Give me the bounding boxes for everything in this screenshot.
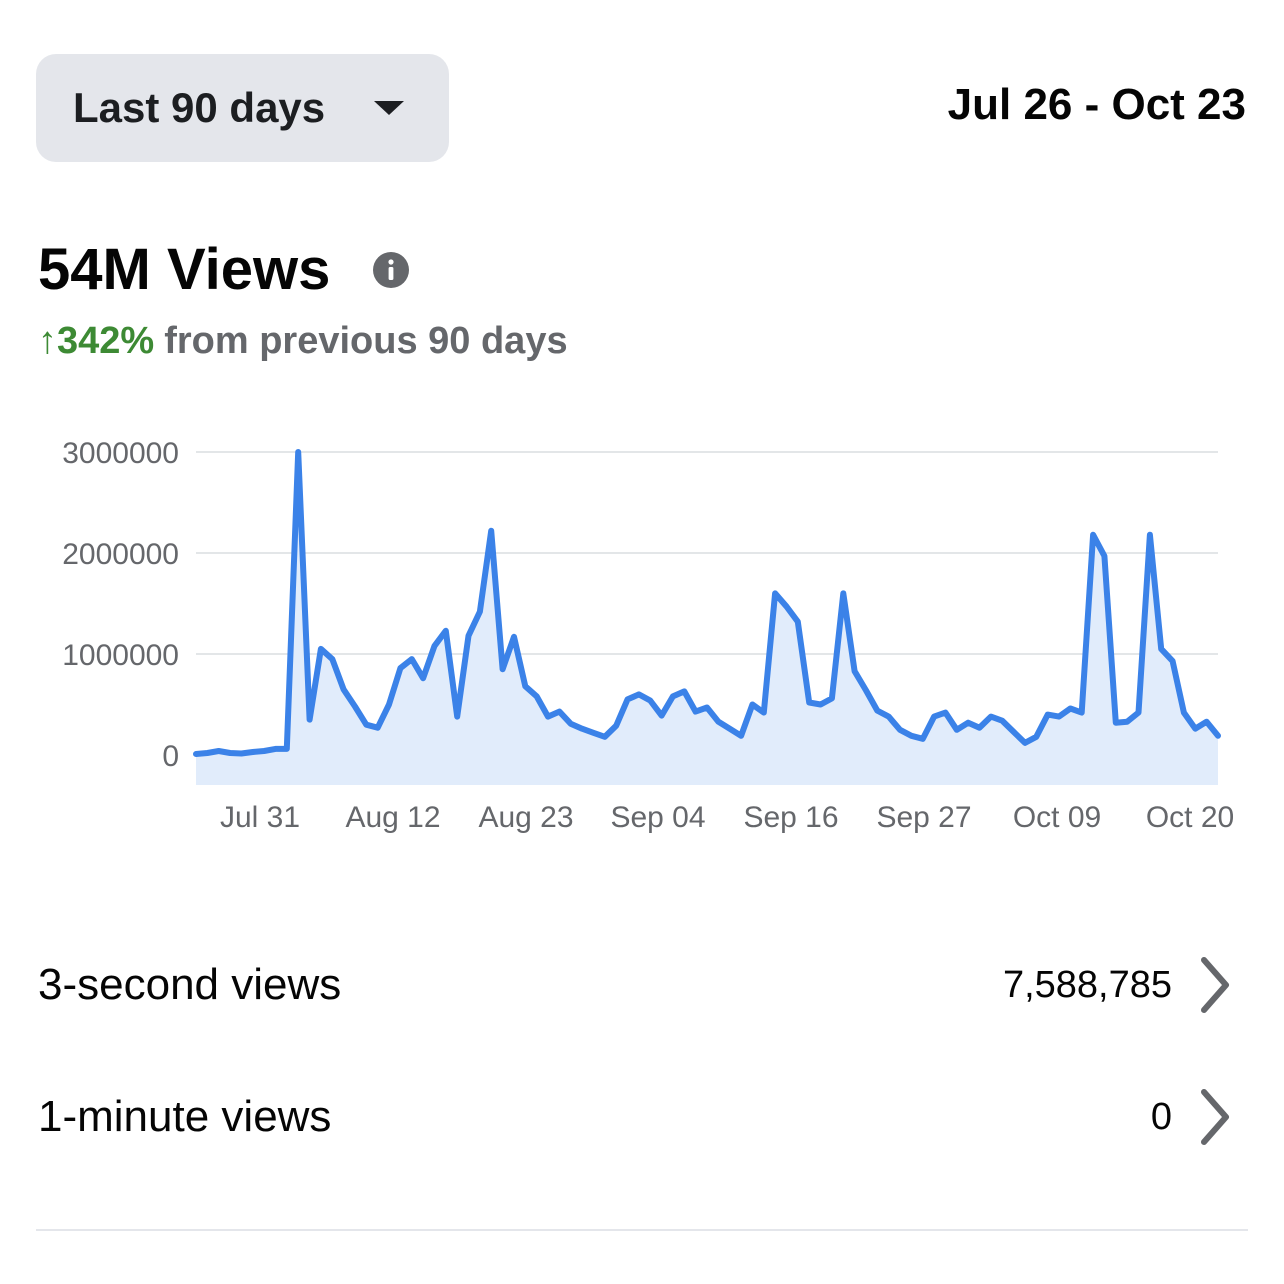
x-tick-label: Sep 04 (610, 801, 705, 834)
x-tick-label: Oct 09 (1013, 801, 1101, 834)
info-icon[interactable] (373, 252, 409, 288)
views-total-title: 54M Views (38, 237, 331, 302)
views-chart: 3000000 2000000 1000000 0 Jul 31 Aug 12 Aug 23… (62, 437, 1234, 834)
x-tick-label: Aug 23 (478, 801, 573, 834)
x-tick-label: Oct 20 (1146, 801, 1234, 834)
chevron-right-icon[interactable] (1198, 955, 1232, 1015)
change-percentage: ↑342% (38, 320, 155, 362)
views-area (196, 452, 1218, 785)
chevron-right-icon[interactable] (1198, 1087, 1232, 1147)
date-range-dropdown-label: Last 90 days (73, 84, 326, 131)
metric-value: 7,588,785 (1002, 963, 1172, 1006)
change-description: from previous 90 days (164, 320, 568, 362)
y-tick-label: 1000000 (62, 639, 179, 672)
x-tick-label: Sep 27 (876, 801, 971, 834)
caret-down-icon[interactable] (374, 101, 404, 115)
y-tick-label: 0 (162, 740, 179, 773)
metric-label: 1-minute views (38, 1092, 332, 1141)
x-tick-label: Sep 16 (743, 801, 838, 834)
views-change: ↑342% from previous 90 days (38, 320, 568, 363)
y-tick-label: 3000000 (62, 437, 179, 470)
metric-row-1-minute-views[interactable]: 1-minute views 0 (38, 1077, 1248, 1157)
x-tick-label: Jul 31 (220, 801, 300, 834)
divider (36, 1229, 1248, 1231)
y-tick-label: 2000000 (62, 538, 179, 571)
views-line (193, 449, 1221, 757)
metric-label: 3-second views (38, 960, 342, 1009)
metric-row-3-second-views[interactable]: 3-second views 7,588,785 (38, 945, 1248, 1025)
metric-value: 0 (1150, 1095, 1172, 1138)
x-tick-label: Aug 12 (345, 801, 440, 834)
date-range-text: Jul 26 - Oct 23 (947, 80, 1246, 129)
